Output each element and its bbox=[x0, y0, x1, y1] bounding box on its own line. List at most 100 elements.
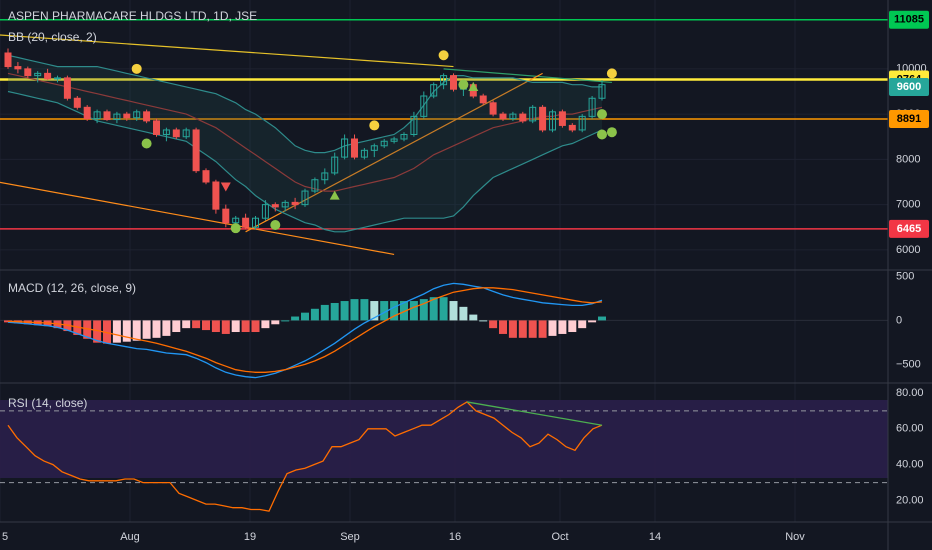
rsi-axis-label: 40.00 bbox=[896, 459, 924, 471]
time-axis-label: 16 bbox=[449, 531, 461, 543]
candle bbox=[222, 204, 230, 228]
candle-body bbox=[311, 179, 319, 192]
candle-body bbox=[202, 170, 210, 183]
candle bbox=[54, 75, 61, 83]
candle bbox=[83, 105, 91, 121]
candle bbox=[311, 177, 319, 194]
candle-body bbox=[479, 95, 487, 104]
candle-body bbox=[489, 102, 497, 115]
candle-body bbox=[143, 111, 151, 122]
macd-histogram-bar bbox=[380, 301, 389, 321]
macd-histogram-bar bbox=[340, 301, 349, 321]
upper-trendline bbox=[443, 68, 612, 84]
candle bbox=[370, 143, 378, 158]
yellow-signal-dot bbox=[131, 63, 142, 74]
macd-histogram-bar bbox=[122, 320, 131, 342]
time-axis[interactable]: 5 Aug 19 Sep 16 Oct 14 Nov bbox=[2, 531, 805, 543]
macd-histogram-bar bbox=[390, 301, 399, 321]
candle-body bbox=[539, 106, 547, 131]
sell-triangle bbox=[220, 182, 231, 192]
candle bbox=[598, 80, 606, 101]
price-tag: 11085 bbox=[889, 10, 929, 29]
macd-line bbox=[7, 282, 603, 379]
candle bbox=[252, 215, 259, 230]
candle bbox=[331, 152, 339, 176]
rsi-band bbox=[0, 400, 888, 478]
candle-body bbox=[351, 138, 358, 158]
macd-histogram-bar bbox=[548, 320, 557, 336]
candle bbox=[261, 200, 269, 221]
candle bbox=[281, 200, 289, 212]
candle-body bbox=[212, 181, 220, 210]
candle bbox=[450, 73, 457, 92]
candle-body bbox=[509, 113, 517, 120]
candle bbox=[153, 118, 160, 137]
candle bbox=[34, 71, 42, 83]
price-tag-label: 6465 bbox=[897, 223, 921, 235]
green-signal-dot bbox=[606, 127, 617, 138]
candle bbox=[162, 127, 170, 142]
macd-histogram-bar bbox=[261, 320, 270, 329]
bollinger-bands bbox=[7, 54, 603, 233]
price-tags: 110859764960088916465 bbox=[889, 10, 929, 238]
candle-body bbox=[172, 129, 180, 138]
macd-histogram-bar bbox=[271, 320, 280, 325]
candle-body bbox=[430, 84, 438, 97]
macd-axis[interactable]: 500 0 −500 bbox=[896, 270, 921, 370]
green-signal-dot bbox=[230, 223, 241, 234]
macd-histogram-bar bbox=[518, 320, 527, 338]
green-signal-dot bbox=[458, 79, 469, 90]
candle-body bbox=[252, 217, 259, 228]
candle bbox=[549, 109, 556, 133]
candle-body bbox=[222, 208, 230, 224]
green-signal-dot bbox=[141, 138, 152, 149]
candle-body bbox=[271, 204, 279, 208]
macd-histogram-bar bbox=[538, 320, 547, 338]
time-axis-label: Sep bbox=[340, 531, 360, 543]
candle bbox=[123, 111, 131, 121]
macd-histogram-bar bbox=[221, 320, 230, 334]
candle-body bbox=[499, 113, 507, 120]
yellow-signal-dot bbox=[606, 68, 617, 79]
candles[interactable] bbox=[4, 48, 606, 230]
macd-histogram-bar bbox=[320, 304, 329, 321]
rsi-axis-label: 20.00 bbox=[896, 494, 924, 506]
rsi-pane bbox=[0, 401, 888, 512]
candle-body bbox=[301, 190, 309, 206]
macd-histogram-bar bbox=[370, 301, 379, 321]
candle-body bbox=[192, 129, 200, 172]
candle bbox=[103, 109, 111, 121]
candle bbox=[291, 197, 299, 210]
candle-body bbox=[588, 97, 596, 117]
candle-body bbox=[291, 201, 299, 206]
candle bbox=[14, 62, 22, 74]
macd-histogram-bar bbox=[568, 320, 577, 333]
candle bbox=[143, 109, 151, 124]
macd-histogram-bar bbox=[202, 320, 210, 331]
candle-body bbox=[390, 138, 398, 142]
candle bbox=[202, 168, 210, 185]
macd-histogram-bar bbox=[93, 320, 102, 343]
candle bbox=[558, 109, 566, 128]
macd-histogram-bar bbox=[598, 316, 606, 321]
price-tag-box bbox=[889, 110, 929, 129]
candle bbox=[410, 111, 418, 137]
macd-histogram-bar bbox=[301, 312, 309, 321]
candle bbox=[479, 93, 487, 106]
time-axis-label: 19 bbox=[244, 531, 256, 543]
candle-body bbox=[133, 111, 141, 119]
green-signal-dot bbox=[270, 220, 281, 230]
macd-histogram-bar bbox=[231, 320, 240, 333]
candle-body bbox=[34, 72, 42, 77]
candle bbox=[44, 68, 52, 81]
rsi-axis[interactable]: 80.00 60.00 40.00 20.00 bbox=[896, 387, 924, 507]
macd-histogram-bar bbox=[241, 320, 250, 333]
time-axis-label: Oct bbox=[551, 531, 568, 543]
candle-body bbox=[242, 217, 250, 228]
macd-pane bbox=[0, 282, 888, 379]
candle bbox=[4, 48, 12, 69]
buy-triangle bbox=[329, 190, 340, 200]
rsi-axis-label: 80.00 bbox=[896, 387, 924, 399]
